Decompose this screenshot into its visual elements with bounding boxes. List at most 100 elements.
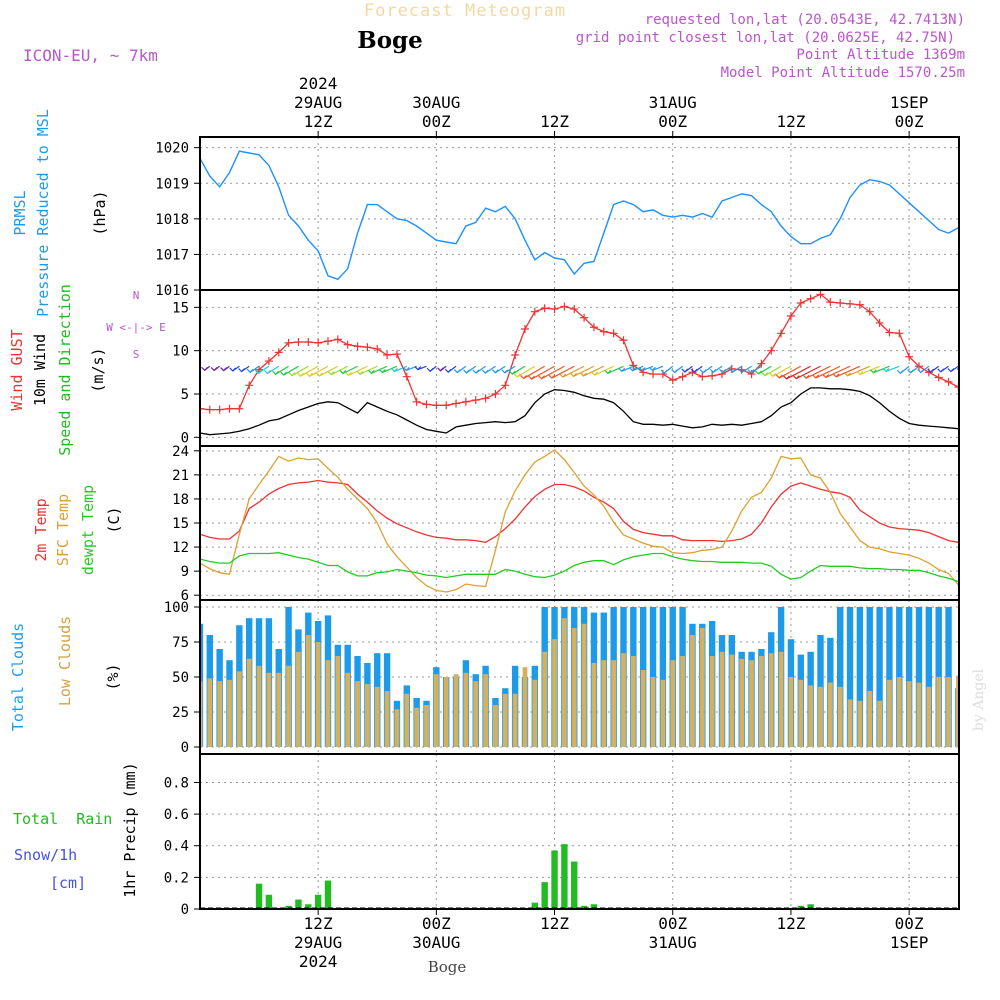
low-cloud-bar [758,656,764,747]
gust-marker [570,305,579,314]
wind-arrow [541,365,565,380]
gust-marker [964,386,972,394]
low-cloud-bar [364,684,370,747]
low-cloud-bar [512,693,518,747]
wind-arrowhead [844,372,851,377]
wind-arrowhead [591,371,599,376]
time-label-bottom: 12Z [776,914,805,933]
low-cloud-bar [266,672,272,747]
low-cloud-bar [926,686,932,747]
y-tick-label: 100 [164,600,189,616]
wind-arrowhead [907,369,915,374]
gust-marker [826,298,835,307]
low-cloud-bar [404,693,410,747]
low-cloud-bar [906,681,912,747]
gust-marker [333,335,342,344]
wind-arrowhead [937,368,945,373]
low-cloud-bar [453,674,459,747]
low-cloud-bar [315,642,321,747]
time-label-bottom: 2024 [299,952,338,971]
low-cloud-bar [581,623,587,747]
gust-marker [461,397,470,406]
gust-marker [816,290,825,299]
gust-marker [481,394,490,403]
celsius-label: (C) [105,506,123,533]
low-cloud-bar [778,651,784,747]
low-cloud-bar [995,674,1000,747]
wind-arrowhead [882,367,890,373]
low-cloud-bar [305,635,311,747]
time-label-top: 30AUG [412,93,460,112]
gust-marker [875,318,884,327]
gust-marker [589,323,598,332]
gust-marker [786,312,795,320]
wind-arrowhead [463,369,470,374]
time-label-top: 31AUG [649,93,697,112]
gust-marker [708,371,717,380]
low-cloud-bar [867,691,873,747]
wind-arrow [583,365,605,377]
location-title: Boge [357,27,423,54]
data-marks [200,150,1000,909]
total-cloud-bar [866,607,873,747]
rain-bar [314,894,322,909]
panel-frames [194,131,960,915]
wind-arrowhead [426,367,434,373]
gust-marker [501,381,510,390]
gust-marker [836,299,845,307]
low-cloud-bar [374,686,380,747]
panel-titles: PRMSL Pressure Reduced to MSL (hPa) Wind… [8,109,987,976]
wind-arrowhead [316,372,323,377]
low-cloud-bar [837,686,843,747]
time-label-bottom: 00Z [658,914,687,933]
total-cloud-bar [995,670,1000,747]
wind-arrowhead [719,369,727,374]
prmsl-label: PRMSL [11,190,29,235]
footer-location: Boge [428,958,467,976]
wind-arrowhead [747,369,755,374]
wind-arrowhead [238,368,246,373]
gust-marker [905,352,914,361]
wind-arrowhead [327,371,335,376]
gust-marker [215,405,224,414]
low-cloud-bar [887,679,892,747]
gust-marker [323,337,332,346]
gust-line [200,293,959,411]
time-label-top: 12Z [540,112,569,131]
wind-arrow [607,365,624,374]
rain-bar [541,882,548,909]
wind-arrow [531,365,555,380]
gust-marker [530,307,539,316]
total-cloud-bar [846,607,854,747]
low-cloud-bar [502,693,508,747]
wind-arrowhead [570,372,577,378]
y-tick-label: 0.8 [164,775,189,791]
low-cloud-bar [552,639,557,747]
low-cloud-bar [443,677,449,747]
total-clouds-label: Total Clouds [9,623,27,731]
y-tick-label: 1016 [155,283,189,299]
gust-marker [846,299,855,308]
y-tick-label: 0.2 [164,870,189,886]
pressure-series [200,150,959,281]
low-cloud-bar [532,679,538,747]
gust-marker [580,313,589,322]
y-tick-label: 0 [181,740,189,756]
wind-arrowhead [580,372,587,377]
wind-arrow [805,365,831,379]
y-tick-label: 1019 [155,176,189,192]
wind-arrowhead [917,368,925,374]
wind-arrow [825,365,851,378]
low-cloud-bar [640,670,646,747]
low-cloud-bar [729,654,735,747]
gust-marker [245,381,254,390]
low-cloud-bar [414,707,420,747]
wind-arrow [342,365,358,375]
wind-arrow [960,366,968,371]
low-cloud-bar [690,635,695,747]
y-tick-label: 15 [172,300,189,316]
time-label-top: 00Z [895,112,924,131]
dewpt-temp-label: dewpt Temp [79,485,97,575]
wind-arrow [523,365,545,379]
